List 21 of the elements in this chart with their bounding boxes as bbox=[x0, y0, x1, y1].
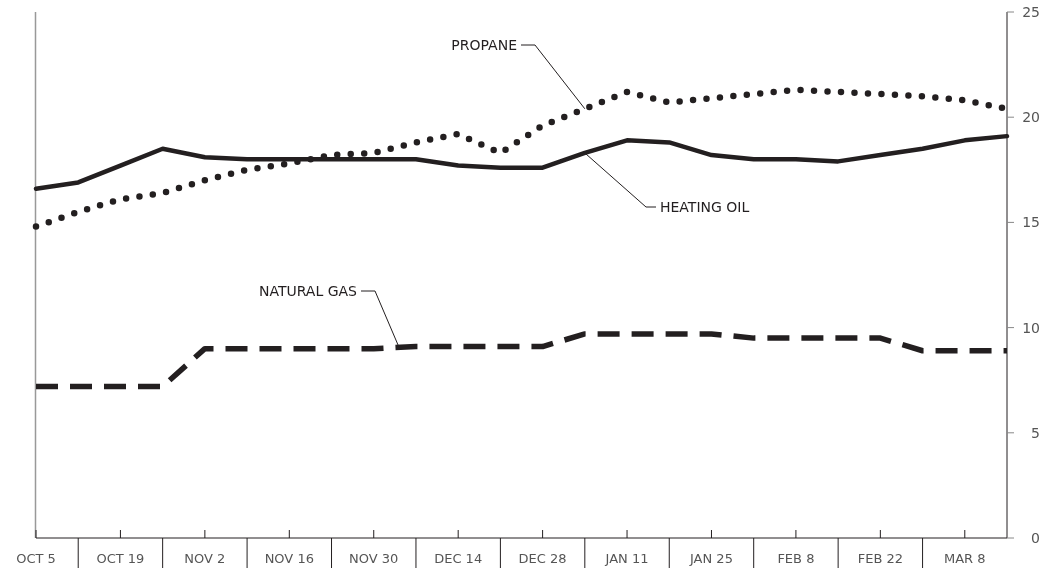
x-tick-label: DEC 14 bbox=[434, 551, 483, 566]
x-tick-label: FEB 22 bbox=[857, 551, 903, 566]
x-tick-label: NOV 16 bbox=[264, 551, 314, 566]
text: HEATING OIL bbox=[660, 199, 750, 215]
x-tick-label: NOV 30 bbox=[349, 551, 399, 566]
x-tick-label: OCT 5 bbox=[16, 551, 56, 566]
x-tick-label: JAN 11 bbox=[604, 551, 649, 566]
x-tick-label: OCT 19 bbox=[96, 551, 145, 566]
x-tick-label: DEC 28 bbox=[518, 551, 567, 566]
y-tick-label: 25 bbox=[1022, 3, 1040, 20]
y-tick-label: 20 bbox=[1022, 109, 1040, 126]
y-tick-label: 15 bbox=[1022, 214, 1040, 231]
y-tick-label: 0 bbox=[1031, 529, 1040, 546]
y-tick-label: 10 bbox=[1022, 319, 1040, 336]
x-tick-label: FEB 8 bbox=[777, 551, 815, 566]
x-tick-label: MAR 8 bbox=[944, 551, 986, 566]
text: PROPANE bbox=[451, 37, 517, 53]
x-tick-label: JAN 25 bbox=[689, 551, 733, 566]
y-tick-label: 5 bbox=[1031, 424, 1040, 441]
text: NATURAL GAS bbox=[258, 283, 358, 299]
x-tick-label: NOV 2 bbox=[184, 551, 226, 566]
